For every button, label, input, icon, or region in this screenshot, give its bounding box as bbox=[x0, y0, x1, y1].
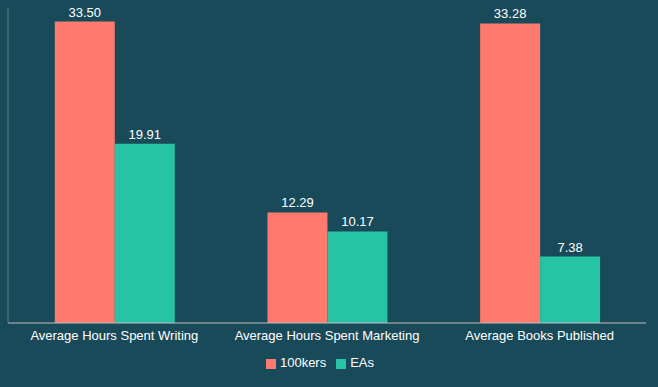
svg-text:Average Hours Spent Marketing: Average Hours Spent Marketing bbox=[235, 328, 420, 343]
svg-text:10.17: 10.17 bbox=[341, 214, 374, 229]
svg-text:33.28: 33.28 bbox=[494, 6, 527, 21]
svg-text:Average Books Published: Average Books Published bbox=[465, 328, 614, 343]
svg-text:12.29: 12.29 bbox=[281, 195, 314, 210]
html-text:EAs: EAs bbox=[350, 355, 374, 370]
svg-text:Average Hours Spent Writing: Average Hours Spent Writing bbox=[30, 328, 198, 343]
svg-text:7.38: 7.38 bbox=[557, 240, 582, 255]
html-text:100kers: 100kers bbox=[280, 355, 327, 370]
svg-text:33.50: 33.50 bbox=[69, 5, 102, 20]
svg-text:19.91: 19.91 bbox=[129, 127, 162, 142]
